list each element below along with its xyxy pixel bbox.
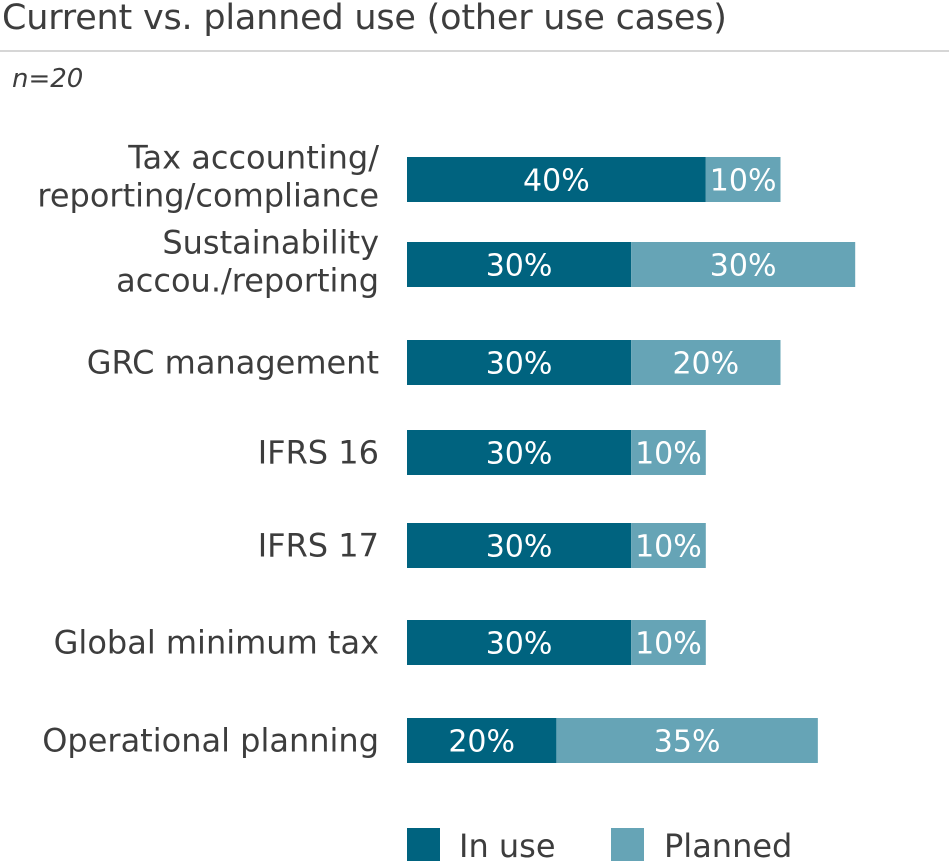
legend-swatch — [611, 828, 644, 861]
category-label-line: reporting/compliance — [37, 177, 379, 215]
data-label: 10% — [710, 164, 777, 199]
category-label: Tax accounting/reporting/compliance — [37, 139, 379, 215]
data-label: 30% — [710, 249, 777, 284]
category-label-line: accou./reporting — [116, 262, 379, 300]
category-label: IFRS 17 — [258, 527, 379, 565]
data-label: 30% — [486, 530, 553, 565]
bar-planned — [631, 242, 856, 287]
bar-planned — [631, 340, 781, 385]
bar-in-use — [407, 242, 632, 287]
data-label: 20% — [672, 347, 739, 382]
bar-in-use — [407, 718, 557, 763]
sample-size: n=20 — [12, 64, 84, 94]
data-label: 30% — [486, 249, 553, 284]
bar-planned — [556, 718, 818, 763]
bar-in-use — [407, 157, 706, 202]
category-label: Sustainability accou./reporting — [116, 224, 379, 300]
title-divider — [0, 50, 949, 52]
category-label: GRC management — [87, 344, 379, 382]
data-label: 10% — [635, 627, 702, 662]
data-label: 30% — [486, 347, 553, 382]
category-label: IFRS 16 — [258, 434, 379, 472]
data-label: 40% — [523, 164, 590, 199]
category-label-line: Sustainability — [162, 224, 379, 262]
legend-label: In use — [459, 827, 556, 865]
bar-planned — [631, 430, 706, 475]
bar-in-use — [407, 340, 632, 385]
bar-planned — [631, 620, 706, 665]
bar-planned — [705, 157, 781, 202]
bar-in-use — [407, 430, 632, 475]
category-label-line: Tax accounting/ — [127, 139, 379, 177]
category-label: Operational planning — [42, 722, 379, 760]
bar-in-use — [407, 523, 632, 568]
chart-title: Current vs. planned use (other use cases… — [2, 0, 727, 38]
data-label: 35% — [654, 725, 721, 760]
bar-in-use — [407, 620, 632, 665]
category-label: Global minimum tax — [54, 624, 379, 662]
data-label: 30% — [486, 437, 553, 472]
data-label: 10% — [635, 530, 702, 565]
bar-planned — [631, 523, 706, 568]
legend-label: Planned — [664, 827, 792, 865]
data-label: 20% — [448, 725, 515, 760]
data-label: 30% — [486, 627, 553, 662]
legend-swatch — [407, 828, 440, 861]
data-label: 10% — [635, 437, 702, 472]
